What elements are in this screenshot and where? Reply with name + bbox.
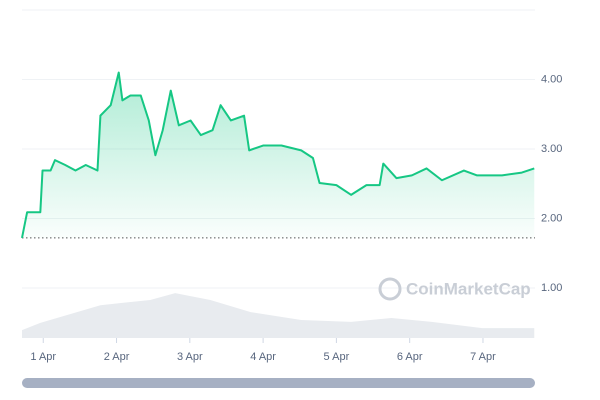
x-tick-label: 4 Apr (250, 351, 276, 363)
price-area (22, 72, 535, 238)
x-tick-label: 3 Apr (177, 351, 203, 363)
x-tick-label: 7 Apr (470, 351, 496, 363)
watermark-text: CoinMarketCap (406, 279, 531, 298)
y-tick-label: 1.00 (541, 282, 562, 294)
x-tick-label: 1 Apr (30, 351, 56, 363)
x-tick-label: 5 Apr (324, 351, 350, 363)
y-tick-label: 3.00 (541, 143, 562, 155)
watermark: CoinMarketCap (378, 277, 531, 301)
x-tick-label: 6 Apr (397, 351, 423, 363)
x-tick-label: 2 Apr (104, 351, 130, 363)
price-line (21, 71, 535, 239)
y-tick-label: 2.00 (541, 212, 562, 224)
scrollbar[interactable] (22, 378, 535, 388)
y-tick-label: 4.00 (541, 73, 562, 85)
volume-area (22, 293, 535, 338)
